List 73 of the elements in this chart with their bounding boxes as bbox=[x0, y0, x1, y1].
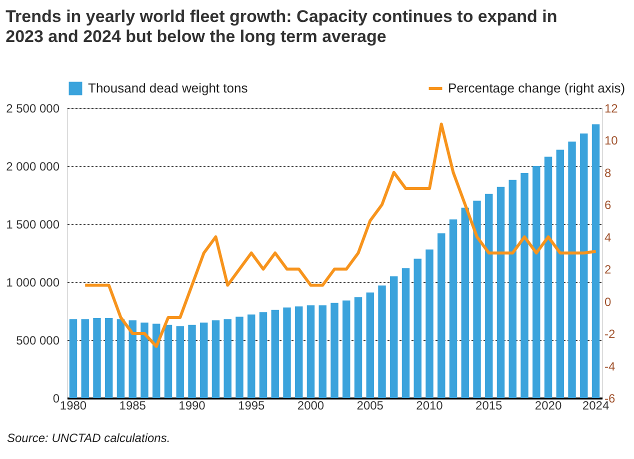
bar bbox=[330, 302, 338, 398]
bar bbox=[390, 276, 398, 398]
bar bbox=[366, 292, 374, 398]
bar bbox=[212, 320, 220, 398]
bar bbox=[283, 308, 291, 398]
y-tick-label: 2 000 000 bbox=[6, 160, 60, 174]
bar bbox=[532, 166, 540, 398]
bar bbox=[295, 306, 303, 398]
x-tick-label: 2005 bbox=[356, 398, 384, 412]
y2-tick-label: 4 bbox=[604, 230, 612, 244]
bar bbox=[105, 318, 113, 398]
bar bbox=[520, 172, 528, 398]
bar bbox=[438, 233, 446, 398]
y2-tick-label: -4 bbox=[604, 359, 616, 374]
x-tick-label: 2015 bbox=[476, 398, 503, 412]
x-tick-label: 2020 bbox=[534, 398, 562, 412]
bar bbox=[354, 297, 362, 398]
bar bbox=[140, 322, 148, 398]
bar bbox=[93, 318, 101, 398]
bar bbox=[426, 250, 434, 398]
bar bbox=[81, 319, 89, 398]
bar bbox=[188, 324, 196, 398]
bar bbox=[259, 312, 268, 398]
bar bbox=[568, 142, 576, 398]
y2-tick-label: 0 bbox=[604, 294, 612, 309]
bar bbox=[473, 200, 481, 398]
x-tick-label: 2010 bbox=[416, 398, 444, 412]
x-tick-label: 1990 bbox=[178, 398, 206, 412]
bar bbox=[580, 134, 588, 398]
y-tick-label: 2 500 000 bbox=[6, 102, 60, 116]
x-tick-label: 2000 bbox=[297, 398, 324, 412]
y-tick-label: 1 000 000 bbox=[6, 276, 60, 290]
y2-tick-label: 6 bbox=[604, 198, 612, 212]
bar bbox=[449, 219, 458, 398]
bar bbox=[496, 186, 505, 398]
legend-label: Thousand dead weight tons bbox=[88, 80, 248, 96]
bar bbox=[306, 305, 315, 398]
bar bbox=[402, 268, 410, 398]
y2-tick-label: -2 bbox=[604, 327, 616, 342]
bar bbox=[544, 156, 552, 398]
x-tick-label: 1985 bbox=[119, 398, 146, 412]
y2-tick-label: 10 bbox=[604, 134, 618, 148]
bar bbox=[485, 194, 493, 398]
bar bbox=[318, 305, 326, 398]
bar bbox=[271, 310, 279, 398]
bar bbox=[342, 300, 350, 398]
line-series bbox=[84, 122, 598, 348]
bar bbox=[378, 285, 386, 398]
y2-tick-label: 2 bbox=[604, 262, 612, 277]
y-tick-label: 500 000 bbox=[16, 334, 60, 348]
bar bbox=[176, 326, 184, 398]
chart-title: Trends in yearly world fleet growth: Capacity continues to expand in 2023 and 2024 but below the long term average bbox=[6, 7, 558, 46]
bar bbox=[164, 324, 172, 398]
x-tick-label: 1980 bbox=[60, 398, 87, 412]
y2-tick-label: 8 bbox=[604, 166, 612, 180]
bar bbox=[248, 314, 256, 398]
bar bbox=[556, 150, 564, 398]
bar bbox=[236, 316, 244, 398]
source-note: Source: UNCTAD calculations. bbox=[7, 431, 170, 445]
y-tick-label: 0 bbox=[52, 392, 60, 406]
bar bbox=[592, 124, 600, 398]
legend-label: Percentage change (right axis) bbox=[448, 80, 626, 96]
y-tick-label: 1 500 000 bbox=[6, 218, 60, 232]
y2-tick-label: 12 bbox=[604, 102, 618, 116]
bar bbox=[414, 258, 422, 398]
bar bbox=[69, 319, 78, 398]
bar bbox=[508, 180, 516, 398]
bar bbox=[128, 320, 136, 398]
x-tick-label: 1995 bbox=[238, 398, 266, 412]
bar bbox=[461, 208, 469, 398]
bar bbox=[200, 322, 208, 398]
bar bbox=[116, 319, 125, 398]
bar bbox=[224, 319, 232, 398]
